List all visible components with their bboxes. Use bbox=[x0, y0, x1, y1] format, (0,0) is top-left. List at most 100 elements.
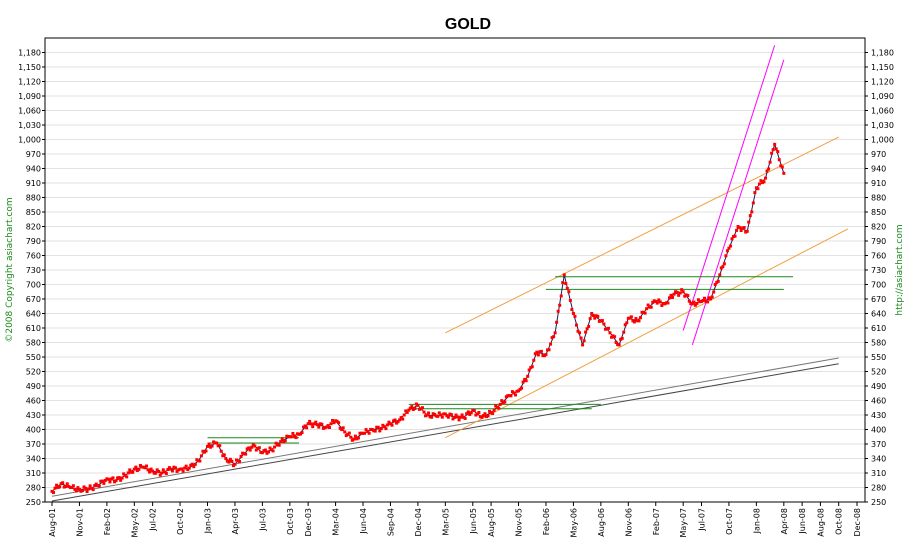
series-point bbox=[686, 294, 690, 298]
series-point bbox=[64, 485, 68, 489]
x-tick-label: Nov-05 bbox=[515, 508, 524, 536]
x-tick-label: May-02 bbox=[130, 508, 139, 537]
series-point bbox=[318, 422, 322, 426]
series-point bbox=[692, 300, 696, 304]
series-point bbox=[299, 432, 303, 436]
series-point bbox=[675, 290, 679, 294]
series-point bbox=[603, 327, 607, 331]
series-point bbox=[303, 424, 307, 428]
series-point bbox=[617, 343, 621, 347]
series-point bbox=[274, 441, 278, 445]
series-point bbox=[742, 226, 746, 230]
series-point bbox=[591, 313, 595, 317]
series-point bbox=[430, 415, 434, 419]
series-point bbox=[175, 469, 179, 473]
y-tick-label: 970 bbox=[26, 150, 41, 159]
series-point bbox=[323, 426, 327, 430]
series-point bbox=[468, 412, 472, 416]
series-point bbox=[442, 412, 446, 416]
series-point bbox=[754, 186, 758, 190]
series-point bbox=[378, 429, 382, 433]
series-point bbox=[248, 448, 252, 452]
series-point bbox=[454, 413, 458, 417]
series-point bbox=[678, 291, 682, 295]
series-point bbox=[56, 485, 60, 489]
series-point bbox=[453, 415, 456, 419]
series-point bbox=[134, 465, 138, 469]
series-point bbox=[500, 399, 504, 403]
series-point bbox=[680, 288, 684, 292]
series-point bbox=[390, 423, 394, 427]
x-tick-label: Jul-03 bbox=[258, 508, 267, 532]
x-tick-label: Oct-03 bbox=[286, 508, 295, 535]
series-point bbox=[710, 295, 714, 299]
series-point bbox=[199, 454, 203, 458]
y-tick-label: 640 bbox=[871, 310, 886, 319]
y-tick-label: 1,120 bbox=[18, 78, 41, 87]
series-point bbox=[648, 305, 652, 309]
series-point bbox=[483, 412, 487, 416]
series-point bbox=[361, 431, 365, 435]
y-tick-label: 490 bbox=[26, 382, 41, 391]
series-point bbox=[495, 405, 499, 409]
series-point bbox=[559, 294, 563, 298]
series-point bbox=[434, 414, 438, 418]
y-tick-label: 520 bbox=[26, 368, 41, 377]
series-point bbox=[289, 435, 293, 439]
series-point bbox=[292, 434, 296, 438]
series-point bbox=[55, 483, 59, 487]
y-tick-label: 640 bbox=[26, 310, 41, 319]
series-point bbox=[398, 418, 402, 422]
x-tick-label: Oct-02 bbox=[176, 508, 185, 535]
series-point bbox=[658, 300, 662, 304]
series-point bbox=[180, 467, 184, 471]
y-tick-label: 340 bbox=[26, 455, 41, 464]
x-tick-label: Nov-01 bbox=[75, 508, 84, 536]
series-point bbox=[181, 469, 185, 473]
series-point bbox=[230, 459, 234, 463]
series-point bbox=[372, 429, 376, 433]
series-point bbox=[137, 467, 141, 471]
series-point bbox=[321, 426, 325, 430]
series-point bbox=[596, 314, 600, 318]
series-point bbox=[529, 366, 533, 370]
series-point bbox=[779, 164, 783, 168]
series-point bbox=[364, 428, 368, 432]
series-point bbox=[459, 415, 463, 419]
series-point bbox=[750, 210, 754, 214]
series-point bbox=[533, 352, 537, 356]
series-point bbox=[187, 466, 191, 470]
series-point bbox=[689, 302, 693, 306]
series-point bbox=[111, 476, 115, 480]
series-point bbox=[547, 348, 551, 352]
series-point bbox=[224, 457, 228, 460]
series-point bbox=[305, 426, 309, 430]
series-point bbox=[270, 448, 274, 452]
series-point bbox=[77, 487, 81, 491]
series-point bbox=[706, 300, 710, 304]
series-point bbox=[588, 317, 592, 321]
series-point bbox=[613, 335, 617, 339]
y-axis-left: 250 280 310 340 370 400 430 460 490 520 550 580 610 6… bbox=[18, 49, 45, 507]
series-point bbox=[131, 470, 135, 474]
series-point bbox=[492, 408, 496, 412]
series-point bbox=[590, 312, 594, 315]
series-point bbox=[571, 312, 575, 315]
series-point bbox=[158, 473, 162, 477]
series-point bbox=[703, 296, 707, 300]
series-point bbox=[395, 421, 399, 425]
series-point bbox=[695, 301, 699, 305]
x-tick-label: Jun-04 bbox=[359, 508, 368, 535]
series-point bbox=[620, 336, 624, 340]
series-point bbox=[82, 485, 86, 489]
series-point bbox=[385, 423, 389, 427]
y-tick-label: 880 bbox=[871, 194, 886, 203]
series-point bbox=[105, 477, 109, 481]
series-point bbox=[279, 440, 283, 444]
series-point bbox=[317, 425, 321, 429]
series-point bbox=[358, 431, 362, 435]
series-point bbox=[765, 169, 769, 173]
series-point bbox=[61, 481, 65, 485]
